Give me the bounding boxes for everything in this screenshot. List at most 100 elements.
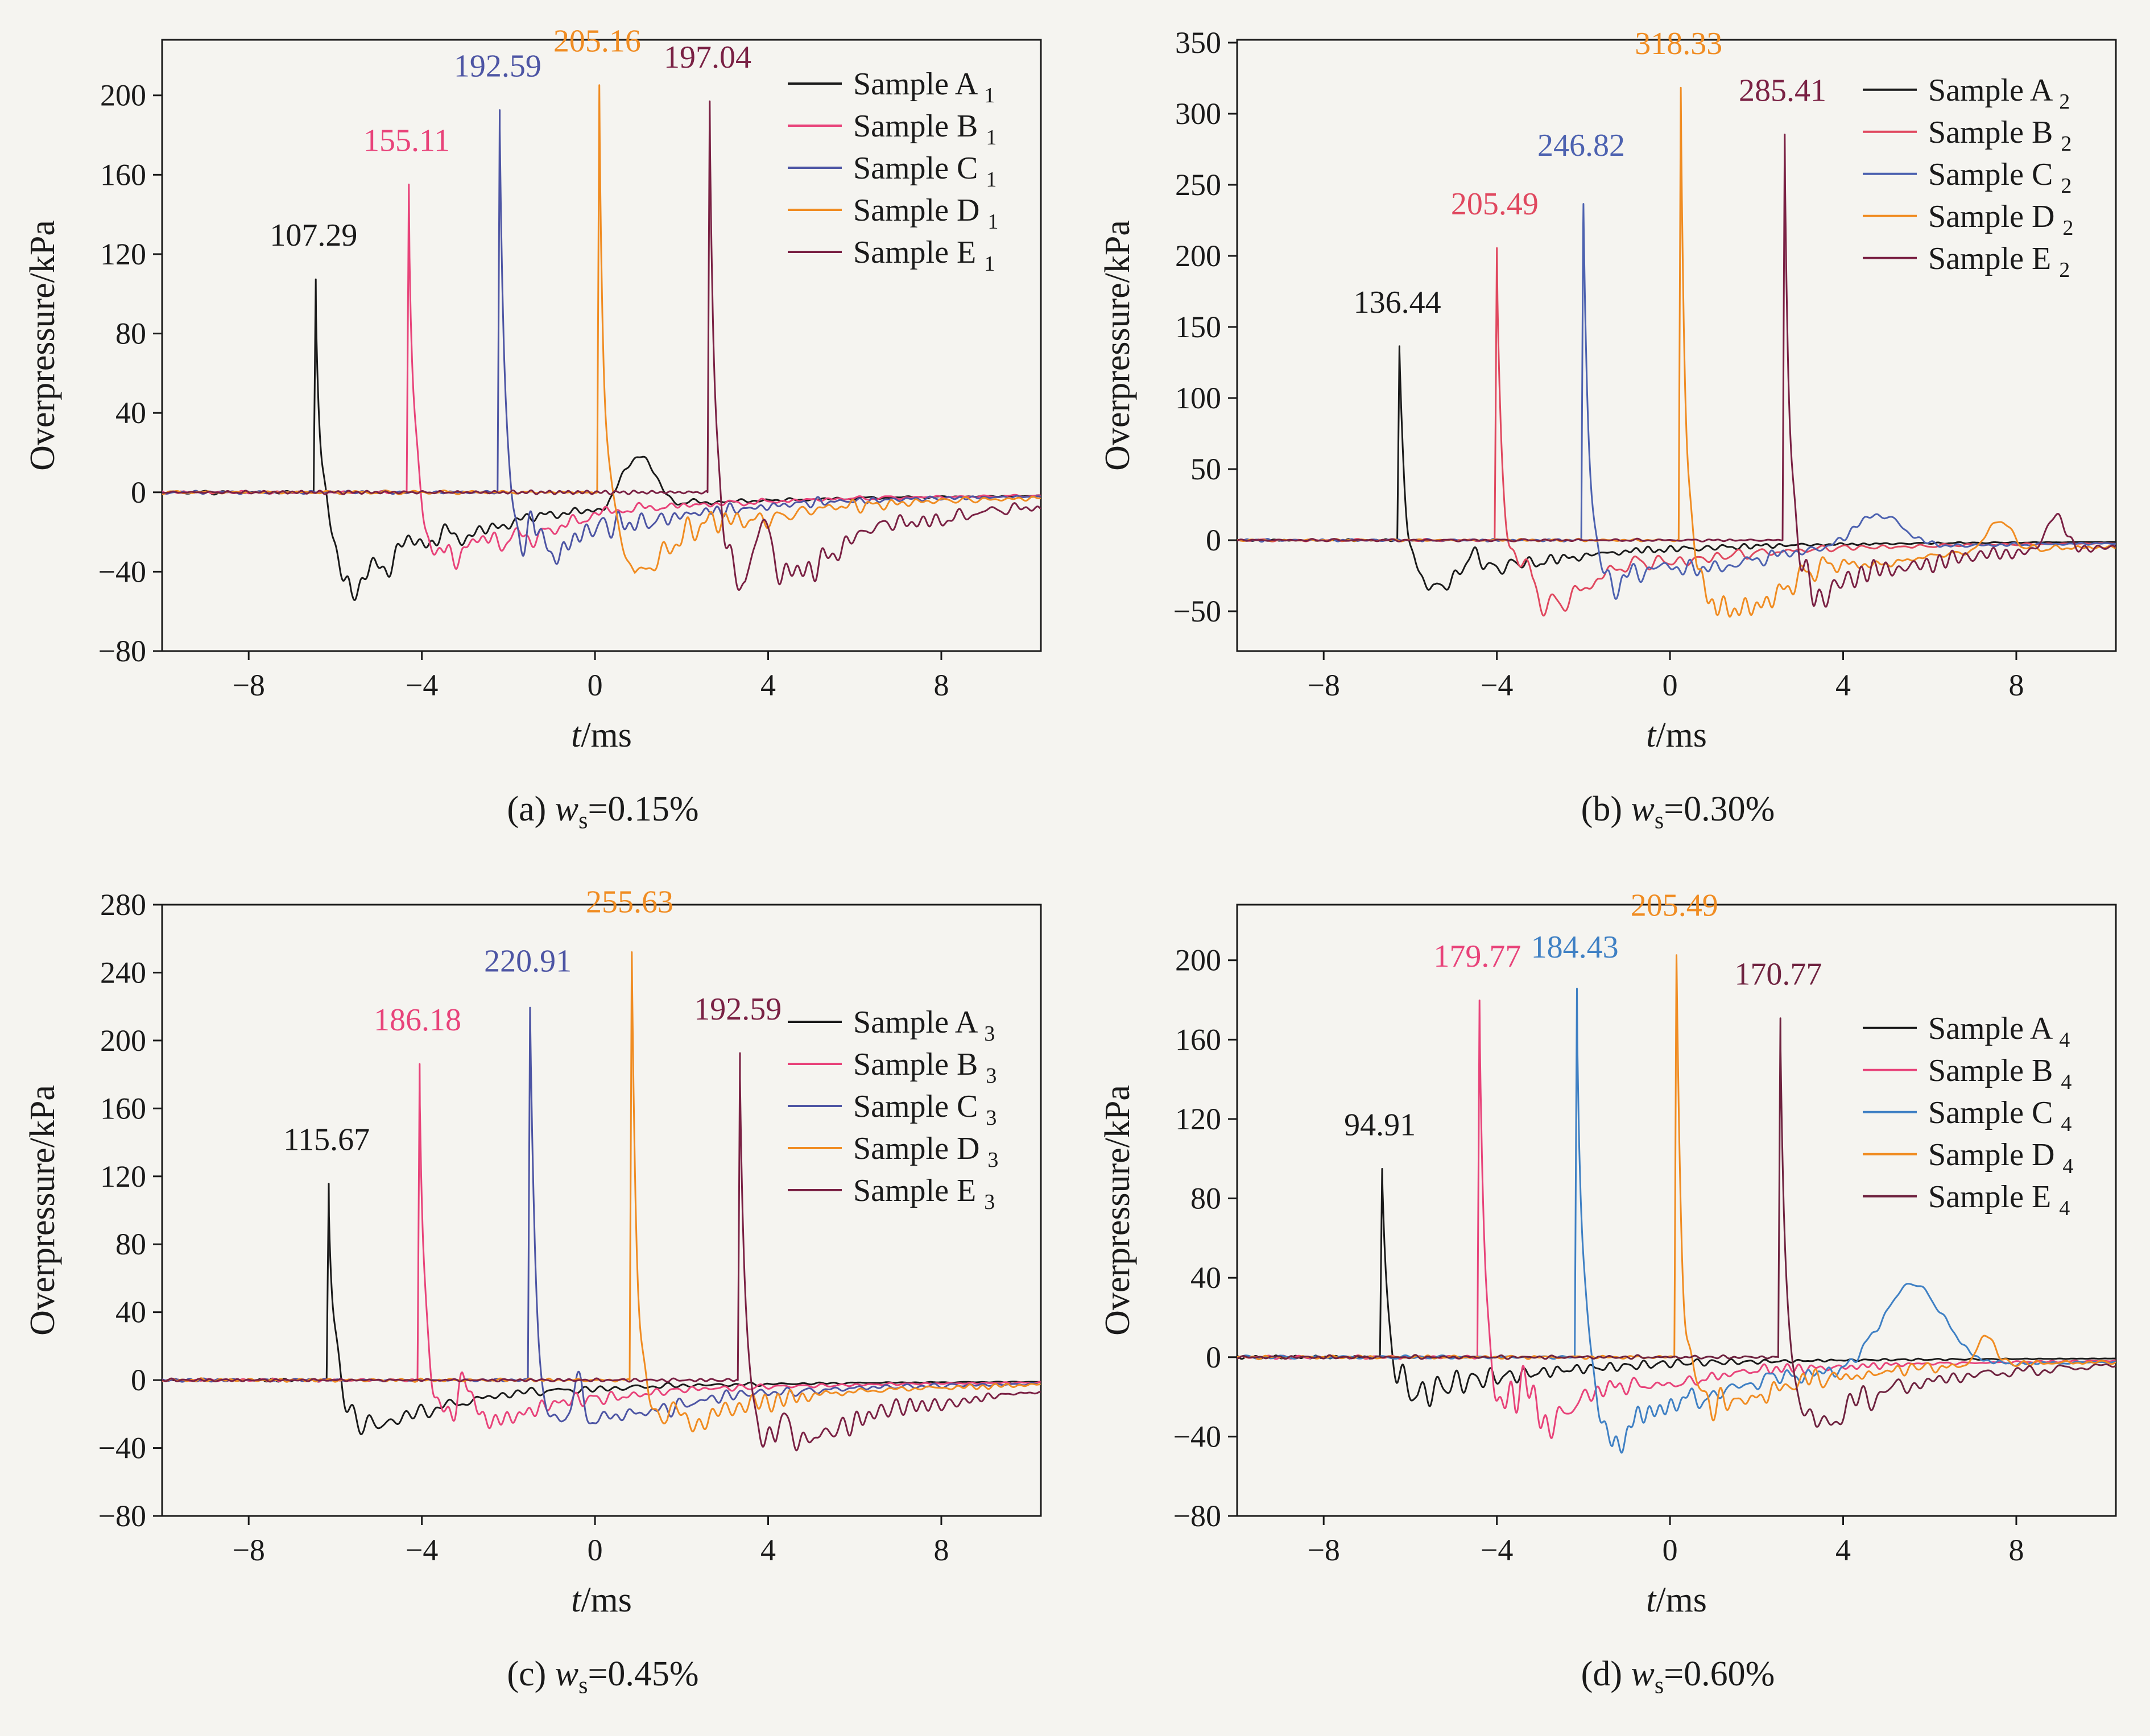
peak-label: 255.63 bbox=[586, 885, 673, 920]
caption-a-sub: s bbox=[578, 807, 588, 834]
legend-label: Sample C 2 bbox=[1928, 157, 2072, 198]
x-tick-label: 8 bbox=[2008, 1533, 2024, 1567]
x-tick-label: −8 bbox=[1307, 668, 1339, 702]
caption-a: (a) ws=0.15% bbox=[0, 789, 1075, 834]
y-tick-label: 40 bbox=[115, 1295, 146, 1329]
y-axis-label: Overpressure/kPa bbox=[23, 1085, 62, 1336]
panel-a: −80 −40 0 40 80 120 160 200 −8 −4 0 4 8 Overpressure/… bbox=[0, 6, 1075, 871]
y-tick-label: 200 bbox=[1175, 943, 1221, 977]
legend-label: Sample D 4 bbox=[1928, 1137, 2073, 1178]
y-tick-label: −80 bbox=[1173, 1499, 1221, 1533]
caption-c-index: (c) bbox=[507, 1655, 555, 1693]
series-sample-c-4 bbox=[1237, 988, 2116, 1454]
caption-a-var: w bbox=[555, 790, 579, 828]
series-sample-e-2 bbox=[1237, 134, 2116, 608]
y-tick-label: 150 bbox=[1175, 310, 1221, 344]
x-tick-label: −8 bbox=[232, 668, 264, 702]
chart-c: −80 −40 0 40 80 120 160 200 240 280 −8 −4 0 4 8 Overpre… bbox=[9, 871, 1066, 1644]
y-tick-label: −40 bbox=[98, 554, 146, 589]
x-tick-label: −4 bbox=[1481, 668, 1513, 702]
x-tick-label: 0 bbox=[1663, 668, 1678, 702]
peak-label: 220.91 bbox=[484, 943, 572, 979]
y-tick-label: −40 bbox=[1173, 1419, 1221, 1453]
y-tick-label: 100 bbox=[1175, 381, 1221, 415]
legend-label: Sample D 2 bbox=[1928, 199, 2073, 240]
caption-b-value: =0.30% bbox=[1664, 790, 1775, 828]
x-axis-label: t/ms bbox=[1646, 716, 1707, 755]
annotations-d: 94.91 179.77 184.43 205.49 170.77 bbox=[1344, 888, 1822, 1142]
chart-d: −80 −40 0 40 80 120 160 200 −8 −4 0 4 8 Overpressure/… bbox=[1084, 871, 2141, 1644]
x-tick-label: −8 bbox=[232, 1533, 264, 1567]
legend-label: Sample E 4 bbox=[1928, 1179, 2070, 1220]
peak-label: 136.44 bbox=[1354, 285, 1441, 320]
y-tick-label: 80 bbox=[115, 317, 146, 351]
panel-c: −80 −40 0 40 80 120 160 200 240 280 −8 −4 0 4 8 Overpre… bbox=[0, 871, 1075, 1736]
y-axis-label: Overpressure/kPa bbox=[23, 220, 62, 471]
x-tick-label: 0 bbox=[588, 1533, 603, 1567]
x-tick-label: 0 bbox=[1663, 1533, 1678, 1567]
x-axis-label: t/ms bbox=[571, 716, 632, 755]
y-tick-label: 50 bbox=[1190, 452, 1221, 486]
legend-label: Sample E 3 bbox=[853, 1173, 995, 1214]
peak-label: 155.11 bbox=[363, 123, 450, 158]
legend-label: Sample A 3 bbox=[853, 1005, 995, 1046]
legend-label: Sample B 4 bbox=[1928, 1053, 2072, 1094]
peak-label: 170.77 bbox=[1734, 957, 1822, 992]
y-tick-label: 200 bbox=[100, 78, 146, 113]
x-tick-label: 4 bbox=[760, 1533, 776, 1567]
peak-label: 192.59 bbox=[454, 48, 541, 84]
legend-label: Sample E 2 bbox=[1928, 241, 2070, 282]
x-tick-label: −4 bbox=[406, 668, 438, 702]
chart-svg-b: −50 0 50 100 150 200 250 300 350 −8 −4 0 4 8 Overpress… bbox=[1098, 26, 2117, 755]
y-tick-label: 0 bbox=[1206, 523, 1221, 557]
legend-label: Sample A 1 bbox=[853, 67, 995, 107]
panel-d: −80 −40 0 40 80 120 160 200 −8 −4 0 4 8 Overpressure/… bbox=[1075, 871, 2150, 1736]
y-tick-label: 120 bbox=[1175, 1102, 1221, 1136]
caption-c-var: w bbox=[555, 1655, 579, 1693]
peak-label: 205.49 bbox=[1631, 888, 1718, 923]
series-sample-d-3 bbox=[162, 951, 1041, 1432]
caption-a-value: =0.15% bbox=[588, 790, 699, 828]
x-tick-label: −4 bbox=[406, 1533, 438, 1567]
y-tick-label: 350 bbox=[1175, 26, 1221, 60]
y-tick-label: 0 bbox=[1206, 1340, 1221, 1374]
caption-c-value: =0.45% bbox=[588, 1655, 699, 1693]
y-tick-label: 120 bbox=[100, 1159, 146, 1194]
caption-d: (d) ws=0.60% bbox=[1075, 1654, 2150, 1699]
x-tick-label: 4 bbox=[1835, 668, 1851, 702]
series-group-d bbox=[1237, 954, 2116, 1454]
y-tick-label: 200 bbox=[1175, 239, 1221, 273]
y-tick-label: 300 bbox=[1175, 97, 1221, 131]
legend-label: Sample E 1 bbox=[853, 235, 995, 276]
peak-label: 318.33 bbox=[1635, 26, 1722, 61]
y-tick-label: −80 bbox=[98, 1499, 146, 1533]
peak-label: 107.29 bbox=[270, 218, 357, 253]
y-tick-label: 280 bbox=[100, 888, 146, 922]
y-tick-label: 40 bbox=[1190, 1261, 1221, 1295]
peak-label: 179.77 bbox=[1433, 939, 1521, 974]
y-tick-label: 160 bbox=[1175, 1022, 1221, 1056]
caption-c-sub: s bbox=[578, 1672, 588, 1699]
series-sample-e-1 bbox=[162, 100, 1041, 591]
y-axis-label: Overpressure/kPa bbox=[1098, 220, 1137, 471]
annotations-b: 136.44 205.49 246.82 318.33 285.41 bbox=[1354, 26, 1826, 320]
caption-d-var: w bbox=[1631, 1655, 1655, 1693]
caption-d-value: =0.60% bbox=[1664, 1655, 1775, 1693]
axes-b: −50 0 50 100 150 200 250 300 350 −8 −4 0 4 8 Overpress… bbox=[1098, 26, 2117, 755]
y-tick-label: −80 bbox=[98, 634, 146, 668]
legend-label: Sample C 4 bbox=[1928, 1095, 2072, 1136]
legend-label: Sample A 4 bbox=[1928, 1011, 2070, 1052]
x-tick-label: 8 bbox=[2008, 668, 2024, 702]
series-sample-e-3 bbox=[162, 1052, 1041, 1452]
x-tick-label: 0 bbox=[588, 668, 603, 702]
legend-label: Sample D 3 bbox=[853, 1131, 998, 1172]
y-tick-label: −40 bbox=[98, 1431, 146, 1465]
x-tick-label: −4 bbox=[1481, 1533, 1513, 1567]
legend-label: Sample B 3 bbox=[853, 1047, 997, 1088]
peak-label: 192.59 bbox=[694, 992, 782, 1027]
